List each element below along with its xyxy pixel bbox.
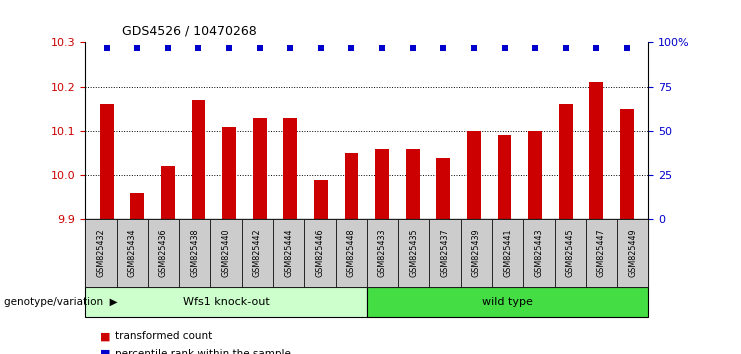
Text: GSM825437: GSM825437 xyxy=(440,229,450,278)
Bar xyxy=(375,149,389,219)
Text: ■: ■ xyxy=(100,349,110,354)
Bar xyxy=(467,131,481,219)
Point xyxy=(559,45,571,51)
Text: GSM825439: GSM825439 xyxy=(472,229,481,278)
Text: GSM825447: GSM825447 xyxy=(597,229,606,278)
Text: GSM825448: GSM825448 xyxy=(347,229,356,278)
Text: GSM825432: GSM825432 xyxy=(96,229,105,278)
Text: GSM825441: GSM825441 xyxy=(503,229,512,278)
Text: GSM825440: GSM825440 xyxy=(222,229,230,278)
Text: GSM825434: GSM825434 xyxy=(127,229,136,278)
Bar xyxy=(498,135,511,219)
Point xyxy=(621,45,633,51)
Point xyxy=(376,45,388,51)
Bar xyxy=(130,193,144,219)
Text: GSM825433: GSM825433 xyxy=(378,229,387,278)
Point xyxy=(193,45,205,51)
Text: GSM825444: GSM825444 xyxy=(284,229,293,278)
Bar xyxy=(222,127,236,219)
Bar xyxy=(345,153,359,219)
Text: GSM825436: GSM825436 xyxy=(159,229,168,278)
Point xyxy=(345,45,357,51)
Bar xyxy=(283,118,297,219)
Point xyxy=(529,45,541,51)
Text: GDS4526 / 10470268: GDS4526 / 10470268 xyxy=(122,25,257,38)
Bar xyxy=(589,82,603,219)
Point xyxy=(437,45,449,51)
Point xyxy=(131,45,143,51)
Point xyxy=(101,45,113,51)
Point xyxy=(285,45,296,51)
Point xyxy=(253,45,265,51)
Bar xyxy=(161,166,175,219)
Text: GSM825443: GSM825443 xyxy=(534,229,543,278)
Bar xyxy=(620,109,634,219)
Bar xyxy=(406,149,419,219)
Text: wild type: wild type xyxy=(482,297,533,307)
Point xyxy=(468,45,480,51)
Point xyxy=(315,45,327,51)
Bar xyxy=(436,158,451,219)
Point xyxy=(223,45,235,51)
Point xyxy=(407,45,419,51)
Text: transformed count: transformed count xyxy=(115,331,212,341)
Bar xyxy=(528,131,542,219)
Text: percentile rank within the sample: percentile rank within the sample xyxy=(115,349,290,354)
Point xyxy=(162,45,174,51)
Text: genotype/variation  ▶: genotype/variation ▶ xyxy=(4,297,117,307)
Bar xyxy=(314,179,328,219)
Bar xyxy=(253,118,267,219)
Text: ■: ■ xyxy=(100,331,110,341)
Text: GSM825442: GSM825442 xyxy=(253,229,262,278)
Bar xyxy=(192,100,205,219)
Text: GSM825445: GSM825445 xyxy=(565,229,575,278)
Point xyxy=(591,45,602,51)
Text: GSM825446: GSM825446 xyxy=(316,229,325,278)
Text: GSM825438: GSM825438 xyxy=(190,229,199,278)
Point xyxy=(499,45,511,51)
Text: GSM825449: GSM825449 xyxy=(628,229,637,278)
Text: GSM825435: GSM825435 xyxy=(409,229,418,278)
Bar xyxy=(100,104,113,219)
Text: Wfs1 knock-out: Wfs1 knock-out xyxy=(182,297,270,307)
Bar xyxy=(559,104,573,219)
